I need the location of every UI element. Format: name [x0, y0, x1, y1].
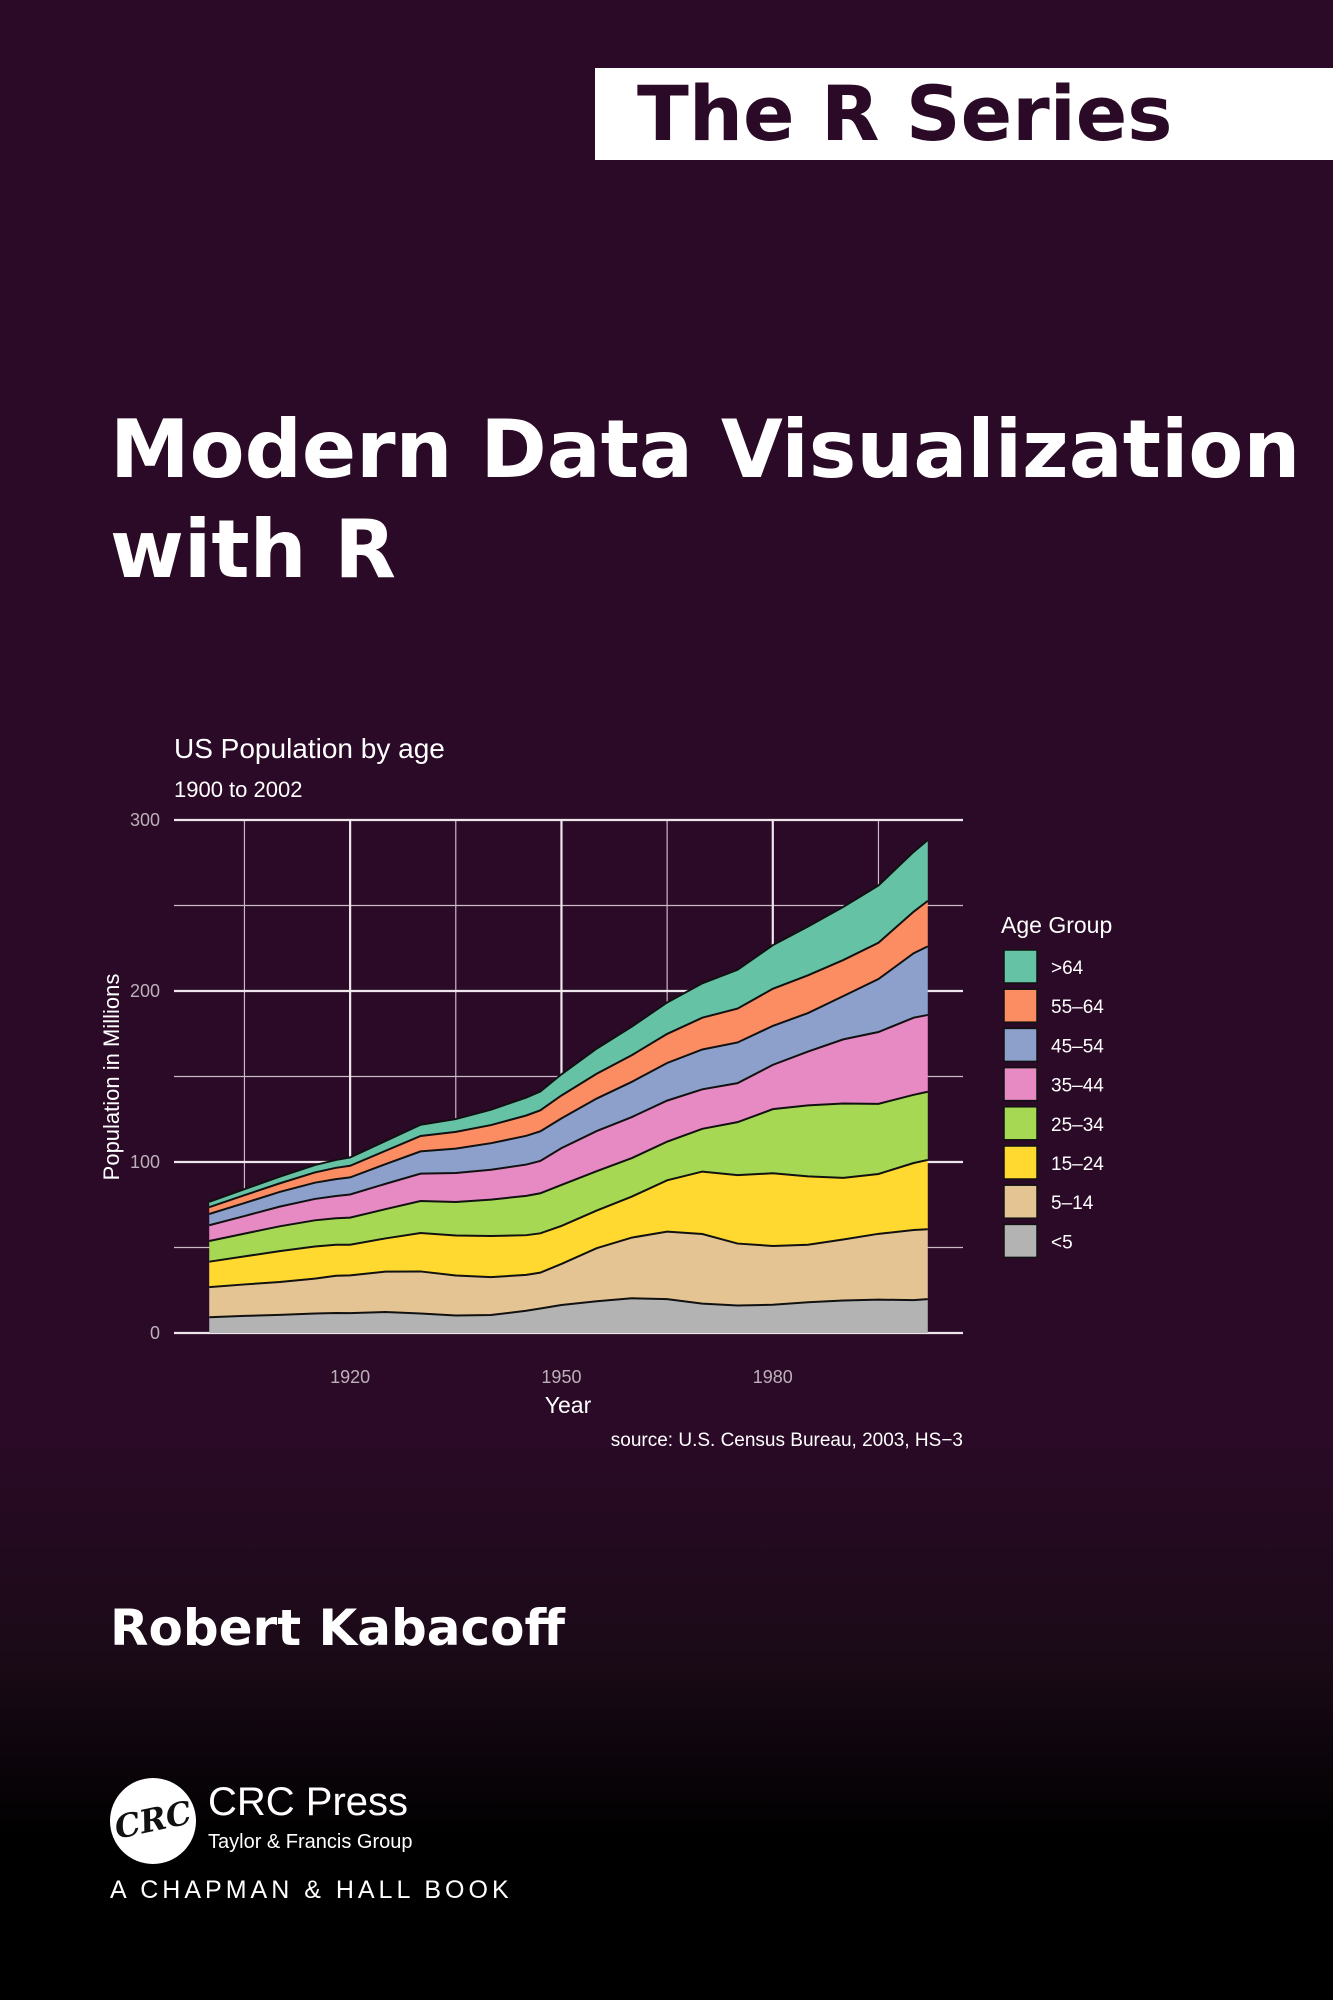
legend-swatch — [1003, 1223, 1038, 1259]
legend-label: 45–54 — [1051, 1036, 1104, 1057]
chart-subtitle: 1900 to 2002 — [174, 777, 302, 802]
book-title-line-1: Modern Data Visualization — [110, 403, 1301, 496]
area-outline-<5 — [209, 1297, 928, 1319]
area-5–14 — [209, 1229, 928, 1318]
area-25–34 — [209, 1091, 928, 1262]
legend-swatch — [1003, 988, 1038, 1023]
x-axis-label: Year — [545, 1392, 592, 1418]
legend-label: <5 — [1051, 1232, 1073, 1253]
author-name: Robert Kabacoff — [110, 1599, 566, 1657]
imprint-line: A CHAPMAN & HALL BOOK — [110, 1876, 513, 1904]
area-outline->64 — [208, 839, 929, 1203]
series-banner: The R Series — [595, 68, 1333, 160]
chart-title: US Population by age — [174, 733, 445, 764]
legend-label: 15–24 — [1051, 1154, 1104, 1175]
legend-swatch — [1003, 1106, 1038, 1141]
legend-label: 55–64 — [1051, 997, 1104, 1018]
x-tick-label: 1980 — [753, 1367, 793, 1387]
book-title-line-2: with R — [110, 503, 396, 596]
legend-swatch — [1003, 949, 1038, 984]
area-outline-55–64 — [208, 900, 929, 1209]
y-tick-label: 300 — [130, 810, 160, 830]
x-tick-label: 1920 — [330, 1367, 370, 1387]
publisher-group: Taylor & Francis Group — [208, 1831, 413, 1853]
chart-caption: source: U.S. Census Bureau, 2003, HS−3 — [611, 1430, 963, 1451]
area-outline-45–54 — [208, 945, 929, 1215]
area-45–54 — [209, 946, 928, 1226]
y-tick-label: 100 — [130, 1152, 160, 1172]
series-name: The R Series — [637, 69, 1173, 158]
legend-label: >64 — [1051, 958, 1084, 979]
crc-logo: CRC — [110, 1778, 196, 1864]
legend-label: 5–14 — [1051, 1193, 1094, 1214]
area-<5 — [209, 1298, 928, 1333]
legend-swatch — [1003, 1027, 1038, 1063]
legend-label: 35–44 — [1051, 1076, 1104, 1097]
legend-swatch — [1003, 1145, 1038, 1180]
legend-label: 25–34 — [1051, 1115, 1104, 1136]
publisher-name: CRC Press — [208, 1780, 409, 1824]
population-area-chart: 0 100 200 300 1920 1950 1980 US Population by a… — [99, 733, 1112, 1451]
area-outline-5–14 — [209, 1228, 928, 1289]
legend-swatch — [1003, 1066, 1038, 1102]
book-title: Modern Data Visualization with R — [110, 400, 1310, 600]
area-outline-15–24 — [209, 1158, 928, 1263]
area-outline-25–34 — [209, 1090, 928, 1242]
area-35–44 — [209, 1014, 928, 1242]
y-tick-label: 0 — [150, 1323, 160, 1343]
area-outline-35–44 — [208, 1013, 928, 1227]
y-axis-label: Population in Millions — [99, 974, 124, 1181]
legend-swatch — [1003, 1184, 1038, 1219]
y-tick-label: 200 — [130, 981, 160, 1001]
legend-title: Age Group — [1001, 912, 1112, 938]
x-tick-label: 1950 — [541, 1367, 581, 1387]
crc-logo-mark: CRC — [111, 1793, 195, 1847]
